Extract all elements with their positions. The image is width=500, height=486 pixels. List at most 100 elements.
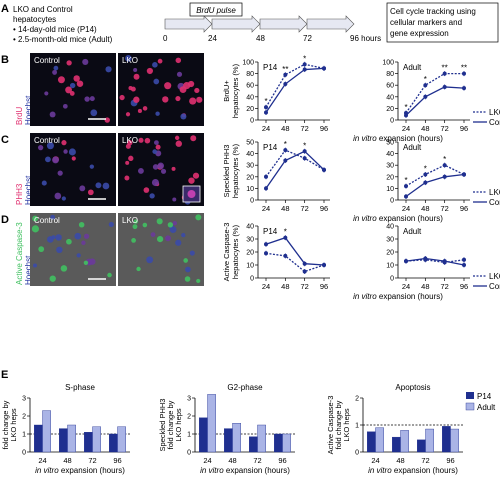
y-axis-label: Speckled PHH3fold change byLKO heps (158, 399, 183, 452)
data-point-control (442, 259, 447, 264)
x-tick-label: 96 (320, 204, 328, 213)
x-tick-label: 72 (88, 456, 96, 465)
x-tick-label: 96 (460, 282, 468, 291)
legend-label-lko: LKO (489, 272, 500, 281)
cell-nucleus (157, 58, 163, 64)
cell-nucleus (32, 263, 38, 268)
cell-nucleus (54, 192, 62, 200)
data-point-control (404, 259, 408, 264)
y-axis-label-line: hepatocytes (%) (231, 224, 240, 279)
cell-nucleus (78, 221, 85, 228)
cell-nucleus (136, 266, 141, 272)
cell-nucleus (119, 94, 125, 101)
x-tick-label: 96 (446, 456, 454, 465)
y-tick-label: 40 (246, 94, 254, 101)
significance-mark: * (264, 97, 267, 106)
data-point-control (423, 256, 428, 261)
x-tick-label: 48 (421, 282, 429, 291)
stain-marker: BrdU (15, 107, 24, 125)
data-point-control (462, 172, 466, 177)
cell-nucleus (133, 219, 138, 224)
y-tick-label: 40 (386, 151, 394, 158)
data-point-control (302, 67, 307, 72)
data-point-control (322, 66, 326, 71)
x-tick-label: 24 (38, 456, 46, 465)
x-axis-label-italic: in vitro (35, 466, 59, 475)
legend-swatch-adult (465, 402, 475, 411)
pulse-box (189, 2, 243, 17)
y-tick-label: 2 (22, 414, 26, 421)
chart-title: Apoptosis (395, 383, 430, 392)
cell-nucleus (132, 224, 138, 230)
x-tick-label: 72 (300, 204, 308, 213)
cell-nucleus (172, 220, 177, 226)
legend-label-control: Control (489, 198, 500, 207)
x-axis-label-rest: expansion (hours) (392, 466, 459, 475)
micrograph-control (30, 53, 116, 126)
y-axis-label-line: fold change by (334, 400, 343, 449)
data-point-control (283, 235, 288, 240)
panel-letter: D (1, 214, 9, 226)
bar-adult (67, 424, 76, 453)
y-tick-label: 100 (382, 60, 394, 67)
y-tick-label: 0 (187, 450, 191, 457)
y-axis-label-line: Speckled PHH3 (222, 145, 231, 198)
cell-nucleus (66, 238, 72, 245)
significance-mark: * (404, 176, 407, 185)
x-tick-label: 24 (262, 204, 270, 213)
series-line-lko (405, 259, 465, 264)
note-box (386, 2, 499, 43)
data-point-lko (283, 148, 288, 153)
y-tick-label: 40 (246, 151, 254, 158)
data-point-lko (423, 172, 428, 177)
data-point-lko (302, 156, 307, 161)
y-tick-label: 10 (386, 263, 394, 270)
x-axis-label: in vitro expansion (hours) (353, 214, 443, 223)
y-tick-label: 30 (246, 163, 254, 170)
panel-a-line: • 14-day-old mice (P14) (13, 25, 97, 34)
legend-label-control: Control (489, 118, 500, 127)
cell-nucleus (31, 225, 40, 233)
significance-mark: * (284, 140, 287, 149)
cell-nucleus (108, 221, 114, 228)
x-axis-label: in vitro expansion (hours) (353, 292, 443, 301)
cell-nucleus (160, 168, 167, 174)
x-tick-label: 96 (320, 124, 328, 133)
x-axis-label-italic: in vitro (353, 134, 377, 143)
cell-nucleus (63, 149, 68, 154)
bar-p14 (224, 428, 233, 453)
y-axis-label-line: LKO heps (9, 408, 18, 442)
cell-nucleus (83, 260, 89, 266)
cell-nucleus (41, 180, 47, 186)
cell-nucleus (125, 160, 130, 165)
stain-nuclei: Hoechst (24, 255, 33, 285)
y-tick-label: 2 (355, 396, 359, 403)
cell-nucleus (133, 96, 140, 103)
cell-nucleus (175, 239, 182, 246)
cell-nucleus (55, 234, 62, 241)
cell-nucleus (156, 218, 163, 225)
y-tick-label: 20 (386, 174, 394, 181)
chart-title: Adult (403, 143, 422, 152)
cell-nucleus (79, 185, 86, 192)
bar-chart-E-G2: 0 1 2 3 24 48 72 96 G2-phase Speckled PHH3fold ch… (158, 383, 295, 475)
legend-label-control: Control (489, 282, 500, 291)
cell-nucleus (151, 179, 159, 187)
cell-nucleus (125, 143, 131, 149)
y-axis-label-line: Active Caspase-3 (222, 223, 231, 282)
x-tick-label: 24 (402, 204, 410, 213)
cell-nucleus (57, 76, 65, 84)
bar-p14 (367, 431, 376, 453)
series-line-lko (265, 63, 325, 108)
cell-nucleus (76, 80, 84, 87)
panel-a-line: LKO and Control (13, 5, 73, 14)
x-tick-label: 96 (320, 282, 328, 291)
series-line-control (265, 150, 325, 189)
data-point-control (442, 84, 447, 89)
cell-nucleus (174, 135, 180, 141)
cell-nucleus (190, 135, 197, 142)
cell-nucleus (183, 258, 189, 263)
time-label: 72 (303, 34, 312, 43)
